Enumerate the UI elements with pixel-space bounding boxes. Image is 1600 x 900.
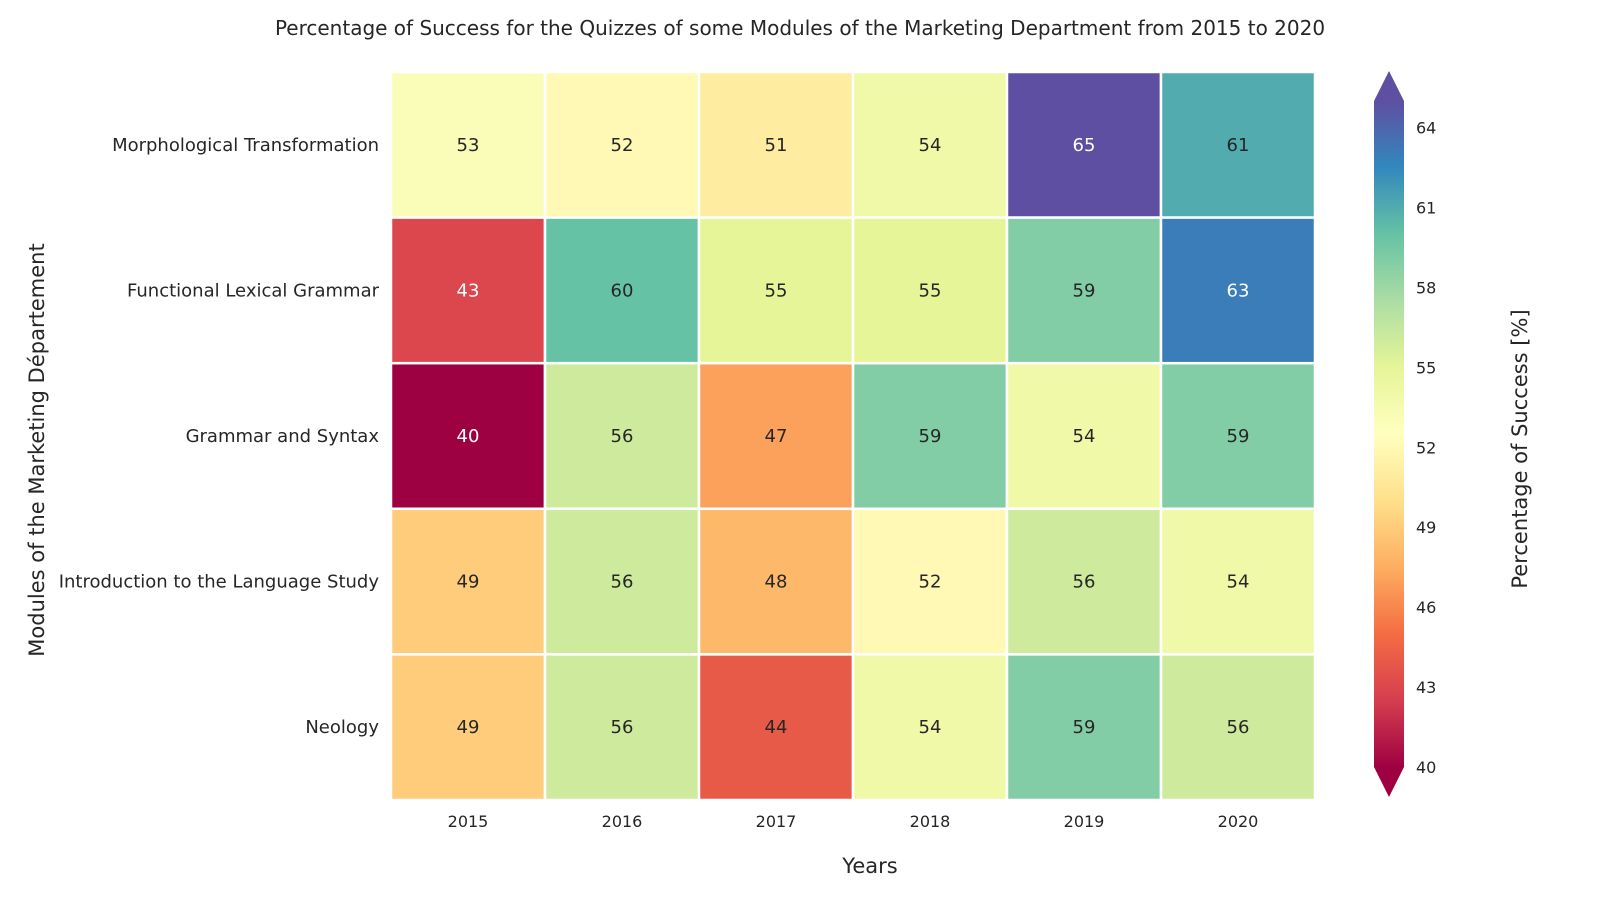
colorbar-tick-label: 61 xyxy=(1416,199,1436,218)
heatmap-cell xyxy=(1159,361,1317,511)
y-tick-label: Introduction to the Language Study xyxy=(59,572,380,593)
heatmap-cell xyxy=(1005,653,1163,802)
x-axis-label: Years xyxy=(841,854,897,878)
heatmap-cell xyxy=(543,216,701,365)
y-tick-label: Neology xyxy=(305,717,379,738)
cell-value-label: 56 xyxy=(611,572,634,593)
cell-value-label: 52 xyxy=(611,135,634,156)
y-axis-label: Modules of the Marketing Département xyxy=(25,243,49,656)
colorbar-tick-label: 52 xyxy=(1416,438,1436,457)
x-tick-label: 2016 xyxy=(602,812,643,831)
cell-value-label: 53 xyxy=(457,135,480,156)
heatmap-cell xyxy=(1159,507,1317,656)
heatmap-cell xyxy=(389,653,547,802)
colorbar-tick-labels: 40 43 46 49 52 55 58 61 64 xyxy=(1416,119,1436,777)
cell-value-label: 59 xyxy=(919,426,942,447)
y-tick-label: Functional Lexical Grammar xyxy=(127,280,380,301)
colorbar-tick-label: 46 xyxy=(1416,598,1436,617)
heatmap-cells xyxy=(389,70,1317,802)
cell-value-label: 56 xyxy=(611,717,634,738)
heatmap-value-labels: 53 52 51 54 65 61 43 60 55 55 59 63 40 56 47 59 54 59 49 56… xyxy=(457,135,1250,738)
heatmap-cell xyxy=(389,70,547,219)
heatmap-cell xyxy=(1159,216,1317,365)
y-tick-label: Morphological Transformation xyxy=(112,135,379,156)
heatmap-cell xyxy=(851,653,1009,802)
heatmap-cell xyxy=(851,216,1009,365)
cell-value-label: 52 xyxy=(919,572,942,593)
colorbar-tick-label: 64 xyxy=(1416,119,1436,138)
cell-value-label: 61 xyxy=(1227,135,1250,156)
cell-value-label: 60 xyxy=(611,280,634,301)
cell-value-label: 47 xyxy=(765,426,788,447)
cell-value-label: 54 xyxy=(919,135,942,156)
heatmap-cell xyxy=(697,507,855,656)
cell-value-label: 59 xyxy=(1227,426,1250,447)
heatmap-cell xyxy=(1005,361,1163,511)
cell-value-label: 43 xyxy=(457,280,480,301)
cell-value-label: 54 xyxy=(1227,572,1250,593)
cell-value-label: 49 xyxy=(457,572,480,593)
cell-value-label: 54 xyxy=(919,717,942,738)
y-tick-label: Grammar and Syntax xyxy=(186,426,380,447)
cell-value-label: 56 xyxy=(1073,572,1096,593)
colorbar-tick-label: 55 xyxy=(1416,358,1436,377)
colorbar-tick-label: 43 xyxy=(1416,678,1436,697)
colorbar-tick-label: 49 xyxy=(1416,518,1436,537)
cell-value-label: 48 xyxy=(765,572,788,593)
cell-value-label: 65 xyxy=(1073,135,1096,156)
cell-value-label: 40 xyxy=(457,426,480,447)
heatmap-cell xyxy=(1159,70,1317,219)
x-tick-label: 2019 xyxy=(1064,812,1105,831)
heatmap-cell xyxy=(851,507,1009,656)
colorbar-gradient xyxy=(1374,101,1404,767)
colorbar-extend-min xyxy=(1374,767,1404,797)
cell-value-label: 56 xyxy=(611,426,634,447)
colorbar-extend-max xyxy=(1374,71,1404,101)
x-tick-label: 2017 xyxy=(756,812,797,831)
cell-value-label: 55 xyxy=(765,280,788,301)
colorbar xyxy=(1374,71,1404,797)
heatmap-cell xyxy=(697,653,855,802)
colorbar-tick-label: 40 xyxy=(1416,758,1436,777)
cell-value-label: 49 xyxy=(457,717,480,738)
cell-value-label: 44 xyxy=(765,717,788,738)
cell-value-label: 63 xyxy=(1227,280,1250,301)
cell-value-label: 59 xyxy=(1073,280,1096,301)
cell-value-label: 55 xyxy=(919,280,942,301)
x-tick-label: 2020 xyxy=(1218,812,1259,831)
colorbar-tick-label: 58 xyxy=(1416,278,1436,297)
cell-value-label: 59 xyxy=(1073,717,1096,738)
heatmap-cell xyxy=(543,361,701,511)
cell-value-label: 56 xyxy=(1227,717,1250,738)
x-axis-tick-labels: 2015 2016 2017 2018 2019 2020 xyxy=(448,812,1259,831)
y-axis-tick-labels: Morphological Transformation Functional L… xyxy=(59,135,380,738)
chart-title: Percentage of Success for the Quizzes of… xyxy=(275,16,1325,40)
colorbar-label: Percentage of Success [%] xyxy=(1508,309,1532,588)
heatmap-cell xyxy=(697,70,855,219)
heatmap-cell xyxy=(389,507,547,656)
x-tick-label: 2015 xyxy=(448,812,489,831)
x-tick-label: 2018 xyxy=(910,812,951,831)
heatmap-cell xyxy=(543,507,701,656)
cell-value-label: 51 xyxy=(765,135,788,156)
heatmap-cell xyxy=(1005,507,1163,656)
heatmap-cell xyxy=(1159,653,1317,802)
heatmap-cell xyxy=(543,70,701,219)
heatmap-cell xyxy=(851,361,1009,511)
cell-value-label: 54 xyxy=(1073,426,1096,447)
